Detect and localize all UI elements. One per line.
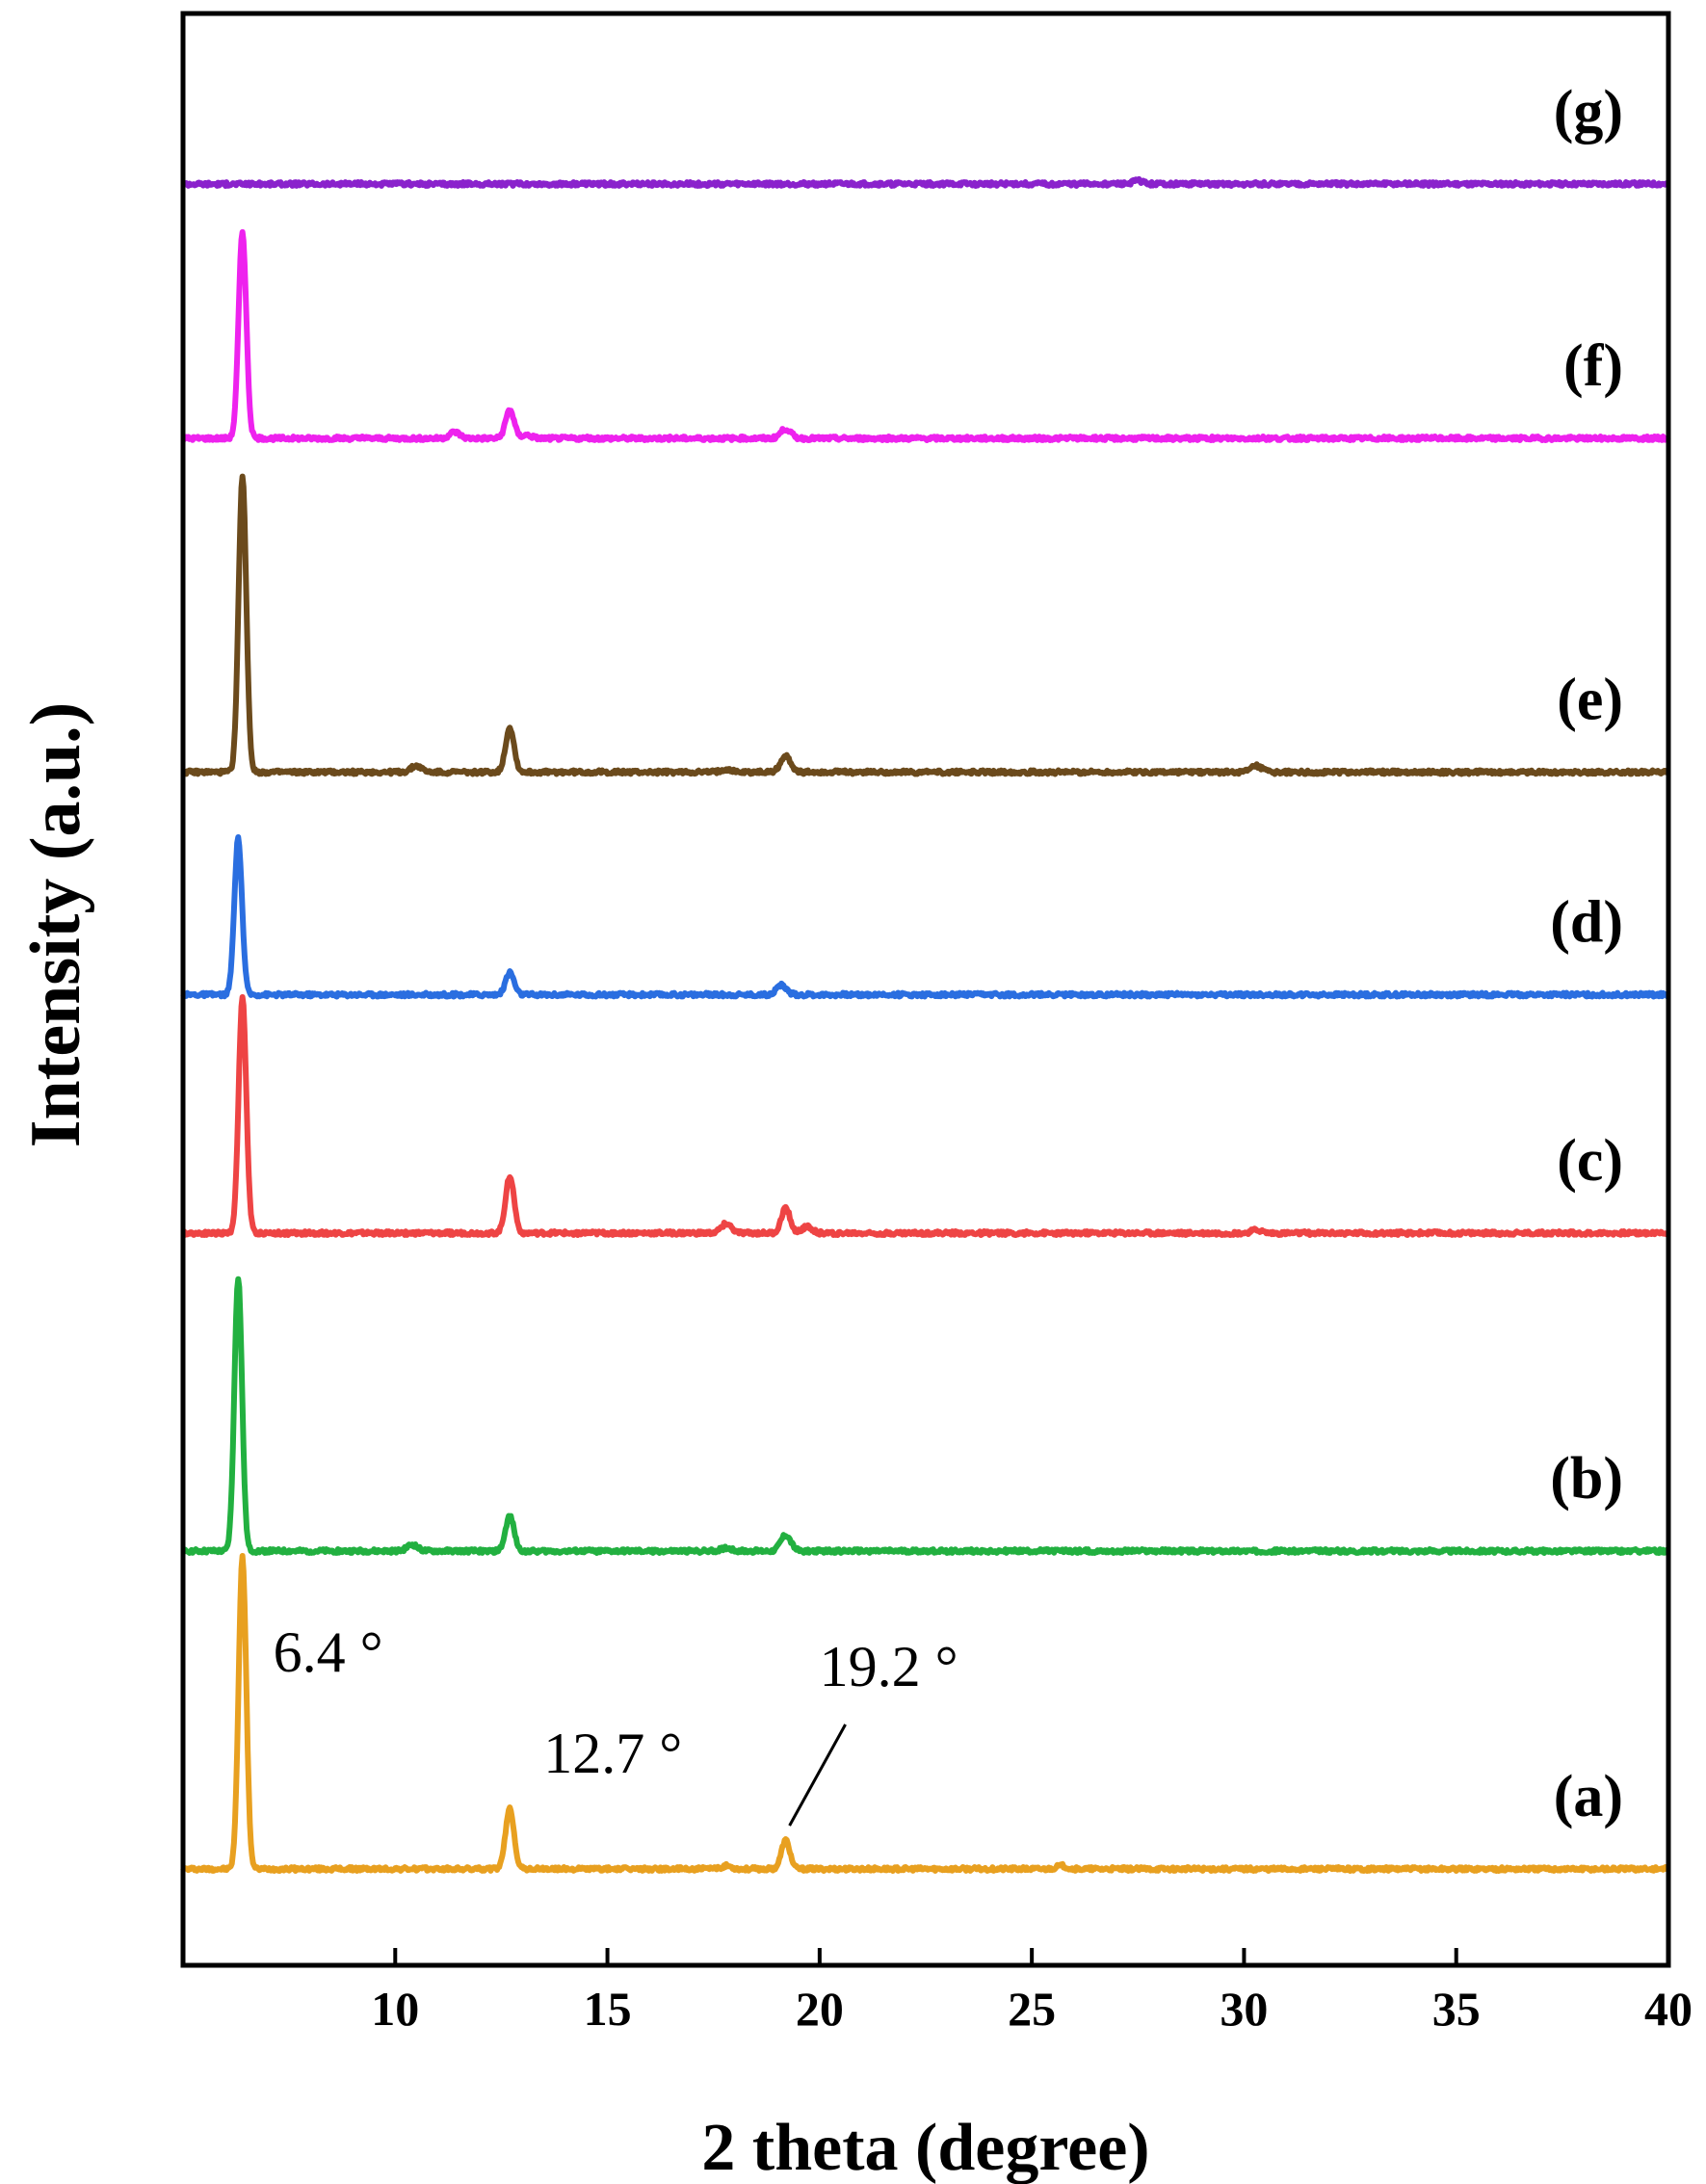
- series-layer: [180, 175, 1671, 1874]
- series-line-e: [180, 473, 1671, 777]
- x-axis-title: 2 theta (degree): [701, 2111, 1149, 2184]
- series-line-f: [181, 228, 1671, 443]
- series-label-e: (e): [1557, 668, 1623, 733]
- series-label-f: (f): [1563, 333, 1623, 399]
- x-tick-label-35: 35: [1432, 1982, 1481, 2036]
- series-line-c: [181, 994, 1670, 1238]
- x-tick-label-10: 10: [371, 1982, 419, 2036]
- peak-annotations: 6.4 ° 12.7 ° 19.2 °: [274, 1620, 958, 1827]
- series-line-g: [181, 175, 1671, 189]
- series-line-a: [180, 1553, 1671, 1874]
- x-axis-ticks: 10 15 20 25 30 35 40: [371, 1948, 1693, 2036]
- x-tick-label-20: 20: [796, 1982, 844, 2036]
- y-axis-title: Intensity (a.u.): [16, 702, 95, 1148]
- x-tick-label-40: 40: [1644, 1982, 1693, 2036]
- peak-annotation-6-4: 6.4 °: [274, 1620, 383, 1684]
- peak-annotation-12-7: 12.7 °: [543, 1722, 682, 1785]
- plot-frame: [180, 11, 1671, 1968]
- peak-annotation-19-2: 19.2 °: [820, 1635, 958, 1698]
- x-tick-label-25: 25: [1008, 1982, 1056, 2036]
- series-label-d: (d): [1550, 890, 1623, 956]
- annotation-leader-line: [788, 1724, 847, 1827]
- series-label-a: (a): [1554, 1764, 1623, 1829]
- series-label-g: (g): [1554, 79, 1623, 145]
- series-label-c: (c): [1557, 1128, 1623, 1194]
- series-line-b: [181, 1276, 1671, 1556]
- series-line-d: [180, 834, 1670, 1000]
- x-tick-label-15: 15: [584, 1982, 632, 2036]
- series-labels: (a) (b) (c) (d) (e) (f) (g): [1550, 79, 1623, 1829]
- x-tick-label-30: 30: [1220, 1982, 1268, 2036]
- series-label-b: (b): [1550, 1446, 1623, 1512]
